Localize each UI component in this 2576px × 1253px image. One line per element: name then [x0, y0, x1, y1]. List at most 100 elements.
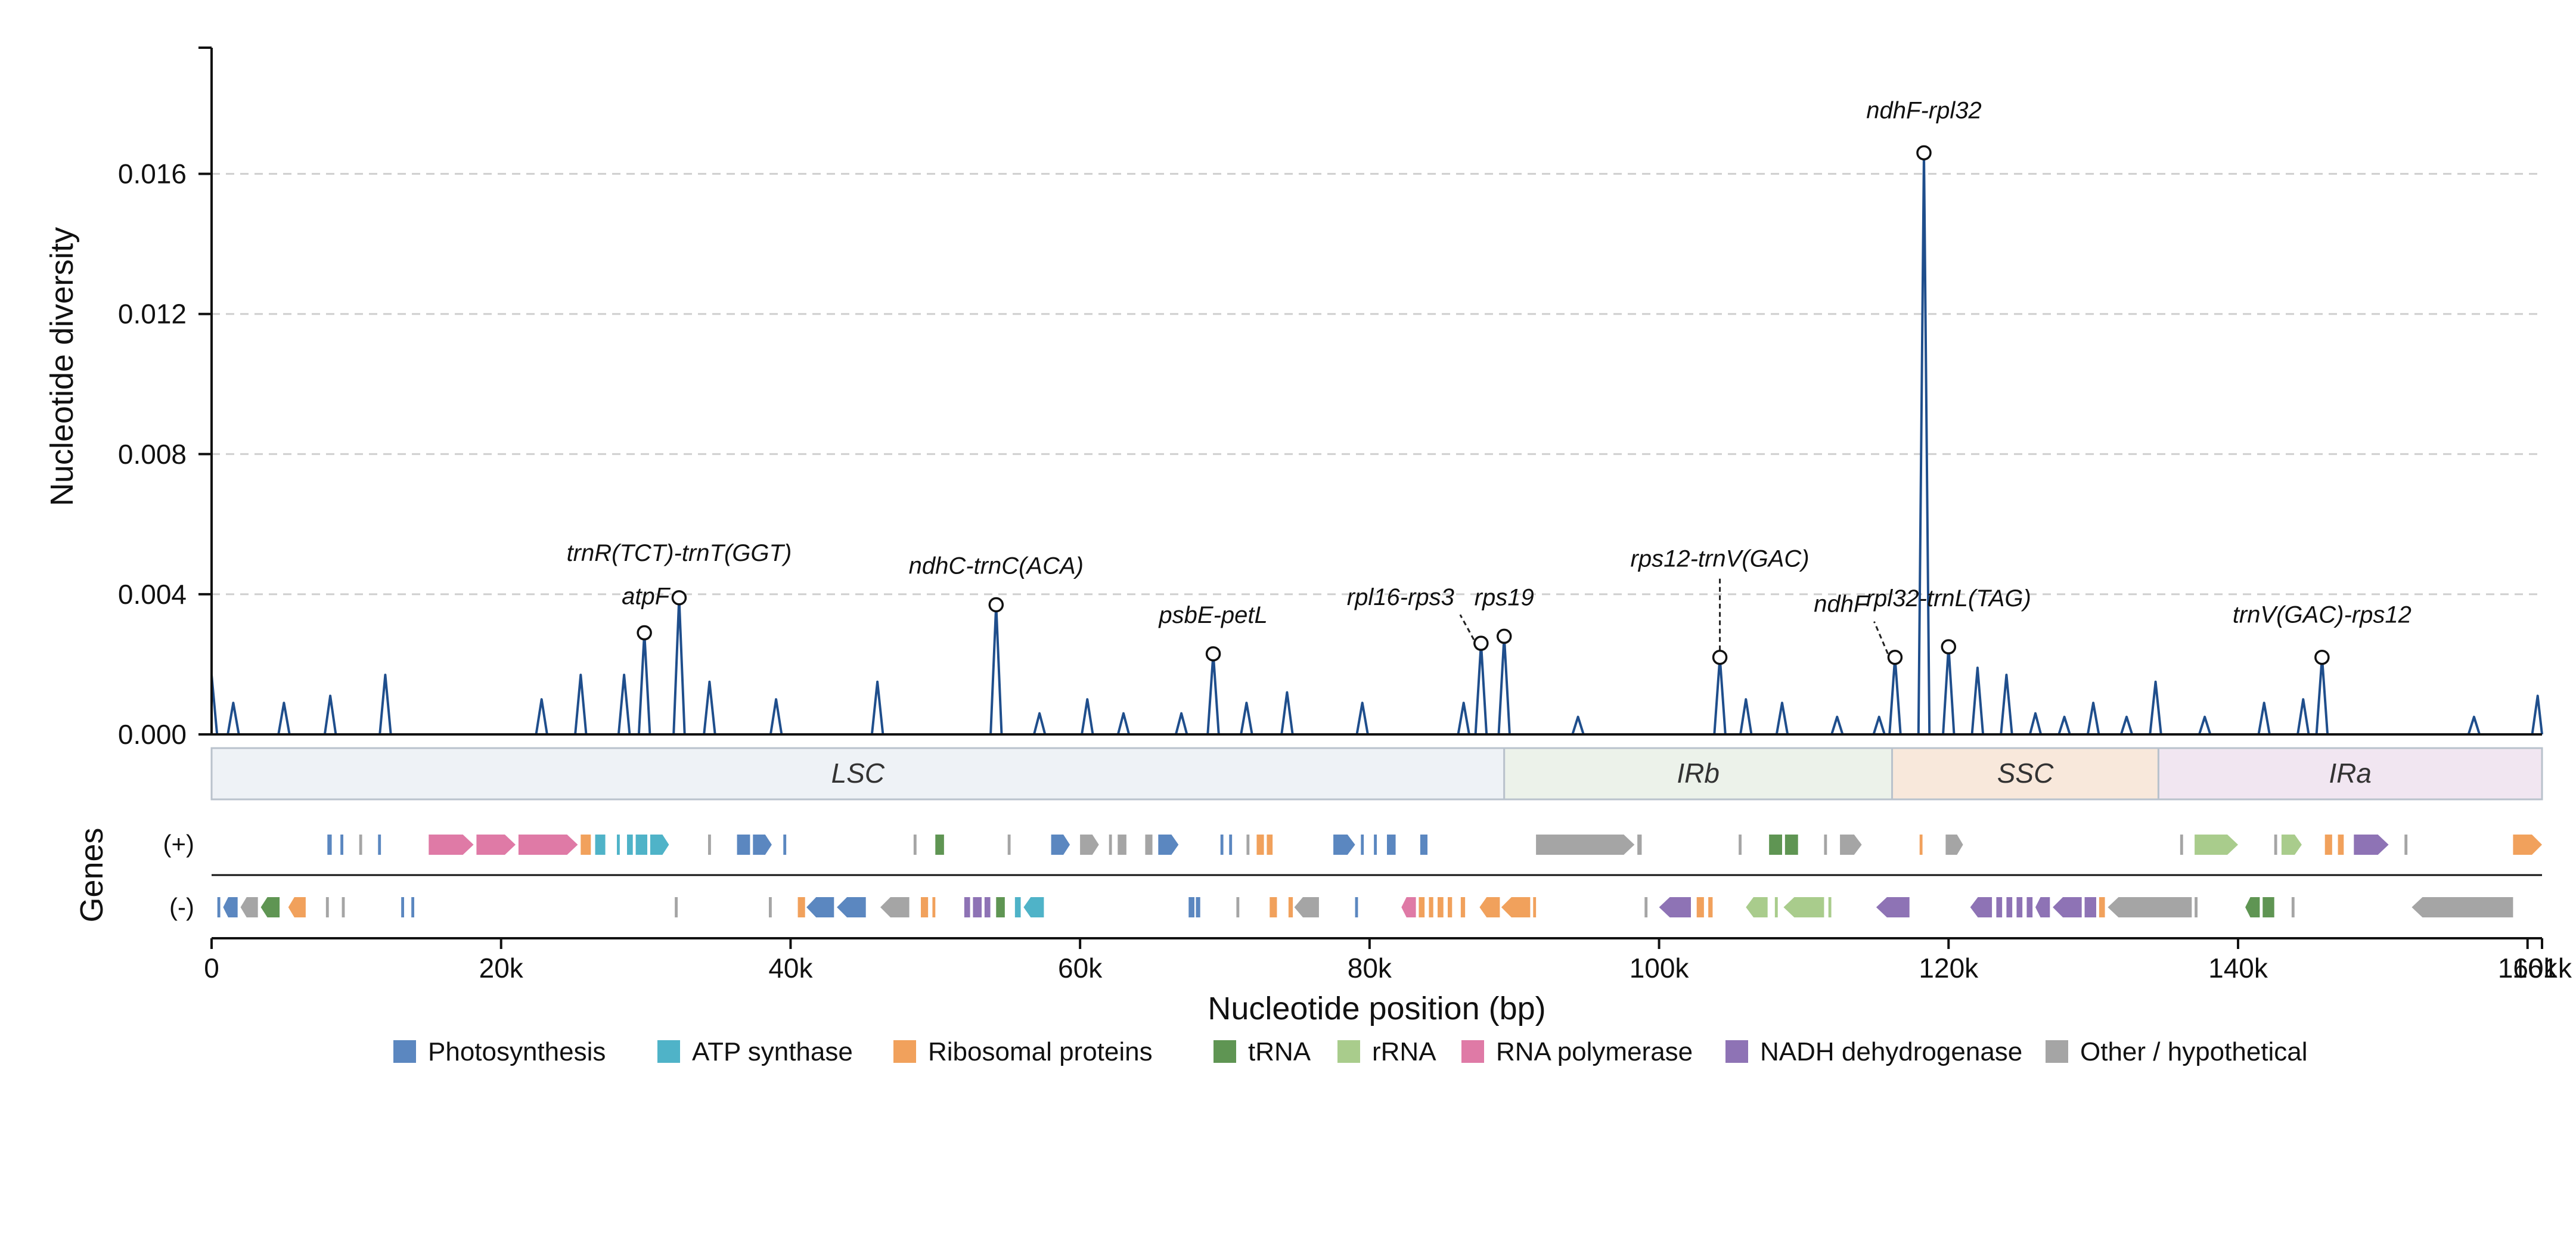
- gene-arrow: [1294, 897, 1319, 917]
- gene-arrow: [1840, 835, 1862, 855]
- gene-block: [595, 835, 606, 855]
- gene-block: [617, 835, 620, 855]
- gene-block: [1533, 897, 1537, 917]
- gene-arrow: [650, 835, 669, 855]
- legend-swatch: [393, 1040, 416, 1063]
- genes-track-title: Genes: [74, 827, 110, 922]
- legend-label: rRNA: [1372, 1037, 1436, 1066]
- peak-marker: [637, 625, 652, 641]
- gene-block: [1007, 835, 1011, 855]
- gene-arrow: [1080, 835, 1099, 855]
- gene-arrow: [476, 835, 516, 855]
- x-tick-label: 100k: [1630, 953, 1690, 984]
- gene-block: [2195, 897, 2198, 917]
- gene-arrow: [1333, 835, 1355, 855]
- legend-swatch: [2046, 1040, 2068, 1063]
- y-axis-title: Nucleotide diversity: [44, 227, 80, 506]
- region-irb: [1503, 747, 1894, 801]
- annotation-label: rpl32-trnL(TAG): [1866, 585, 2031, 612]
- gene-block: [327, 835, 332, 855]
- gene-arrow: [1746, 897, 1768, 917]
- annotation-label: ndhC-trnC(ACA): [909, 553, 1084, 579]
- x-tick-label: 161k: [2512, 953, 2572, 984]
- annotation-label: rpl16-rps3: [1347, 584, 1454, 610]
- gene-arrow: [240, 897, 258, 917]
- gene-arrow: [1876, 897, 1910, 917]
- axes: 0.000 0.004 0.008 0.012 0.016 0 20k 40k 60k 80k 10…: [118, 46, 2572, 984]
- gene-block: [932, 897, 936, 917]
- gene-block: [913, 835, 917, 855]
- region-label: IRa: [2329, 758, 2372, 789]
- gene-block: [1220, 835, 1224, 855]
- gene-block: [1387, 835, 1396, 855]
- peak-marker: [1473, 635, 1489, 651]
- diversity-series: [210, 151, 2543, 736]
- gene-arrow: [429, 835, 474, 855]
- gene-arrow: [1401, 897, 1416, 917]
- gene-block: [797, 897, 805, 917]
- gene-block: [401, 897, 404, 917]
- x-tick-label: 0: [204, 953, 219, 984]
- gene-block: [325, 897, 329, 917]
- gene-arrow: [260, 897, 280, 917]
- gene-arrow: [1970, 897, 1992, 917]
- gene-block: [2006, 897, 2013, 917]
- annotation-label: psbE-petL: [1158, 602, 1267, 628]
- gene-block: [769, 897, 772, 917]
- gene-arrow: [753, 835, 772, 855]
- legend-label: Other / hypothetical: [2080, 1037, 2308, 1066]
- legend-label: tRNA: [1248, 1037, 1311, 1066]
- gene-block: [359, 835, 362, 855]
- annotation-label: trnV(GAC)-rps12: [2233, 602, 2411, 628]
- peak-marker: [1712, 649, 1728, 665]
- gene-arrow: [880, 897, 910, 917]
- gene-arrow: [2354, 835, 2389, 855]
- peak-marker: [1496, 628, 1512, 644]
- gene-arrow: [223, 897, 238, 917]
- gene-block: [1644, 897, 1648, 917]
- region-label: LSC: [831, 758, 885, 789]
- peak-marker: [1887, 649, 1903, 665]
- gene-block: [635, 835, 647, 855]
- gene-block: [2026, 897, 2033, 917]
- gene-block: [1229, 835, 1233, 855]
- gene-block: [2274, 835, 2277, 855]
- y-tick-label: 0.016: [118, 159, 187, 190]
- region-ira: [2157, 747, 2543, 801]
- gene-block: [1696, 897, 1704, 917]
- gene-arrow: [1479, 897, 1500, 917]
- legend-swatch: [1213, 1040, 1236, 1063]
- annotation-label: ndhF: [1814, 591, 1870, 618]
- gene-block: [1824, 835, 1827, 855]
- legend-swatch: [893, 1040, 916, 1063]
- legend-label: RNA polymerase: [1496, 1037, 1693, 1066]
- gene-block: [737, 835, 750, 855]
- gene-block: [1460, 897, 1466, 917]
- gene-block: [984, 897, 991, 917]
- gene-block: [340, 835, 343, 855]
- gene-block: [1270, 897, 1277, 917]
- legend-label: Ribosomal proteins: [928, 1037, 1153, 1066]
- gene-block: [1014, 897, 1021, 917]
- gene-arrow: [1158, 835, 1179, 855]
- peak-marker: [988, 597, 1004, 613]
- peak-marker: [2314, 649, 2330, 665]
- gene-block: [627, 835, 633, 855]
- gene-arrow: [837, 897, 866, 917]
- gene-block: [1919, 835, 1923, 855]
- gene-block: [2262, 897, 2274, 917]
- peak-marker: [671, 590, 687, 606]
- gene-block: [1429, 897, 1433, 917]
- gene-block: [1118, 835, 1126, 855]
- annotation-label: rps12-trnV(GAC): [1631, 546, 1810, 572]
- y-tick-label: 0.012: [118, 299, 187, 330]
- gene-block: [1246, 835, 1250, 855]
- gene-block: [1996, 897, 2003, 917]
- legend-swatch: [1725, 1040, 1748, 1063]
- annotation-leader: [1459, 614, 1475, 640]
- gene-arrow: [2035, 897, 2050, 917]
- strand-plus-label: (+): [163, 830, 195, 858]
- gene-block: [411, 897, 414, 917]
- legend-swatch: [1461, 1040, 1484, 1063]
- gene-arrow: [1659, 897, 1691, 917]
